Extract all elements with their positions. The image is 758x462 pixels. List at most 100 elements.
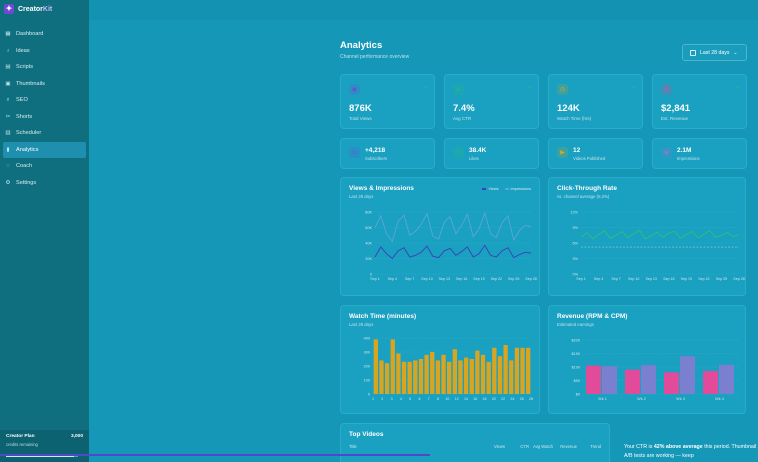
column-header[interactable]: Title (349, 444, 357, 449)
image-icon: ▣ (5, 80, 11, 87)
x-tick-label: Wk 2 (637, 397, 646, 401)
chat-icon: ◌ (6, 163, 10, 170)
x-tick-label: Sep 7 (611, 277, 620, 281)
stat-card: ◉ 2.1M Impressions (652, 138, 747, 169)
stat-label: Subscribers (365, 156, 388, 161)
plan-sub: credits remaining (6, 442, 38, 447)
sidebar-item-shorts[interactable]: ✂ Shorts (0, 109, 89, 126)
top-videos-card: Top Videos Title Views CTR Avg Watch Revenue… (340, 423, 610, 462)
ctr-chart-subtitle: vs. channel average (5.2%) (557, 194, 610, 199)
x-tick-label: Sep 1 (370, 277, 379, 281)
column-header[interactable]: Revenue (560, 444, 577, 449)
date-range-label: Last 28 days (700, 49, 730, 56)
bar (407, 361, 412, 394)
y-tick-label: $100 (572, 365, 580, 369)
x-tick-label: Sep 28 (525, 277, 536, 281)
revenue-chart-card: Revenue (RPM & CPM) Estimated earnings $… (548, 305, 746, 414)
x-tick-label: 3 (391, 397, 393, 401)
y-tick-label: 200 (364, 364, 370, 368)
sidebar: ✦ CreatorKit ▦ Dashboard ♁ Ideas ▤ Scripts ▣ Th… (0, 0, 89, 462)
column-header[interactable]: Trend (590, 444, 601, 449)
bar-cpm (719, 364, 734, 394)
kpi-label: Watch Time (hrs) (557, 116, 592, 121)
revenue-chart: $0 $50 $100 $150 $200 Wk 1 Wk 2 Wk 3 Wk 4 (572, 338, 739, 401)
revenue-chart-title: Revenue (RPM & CPM) (557, 313, 628, 320)
sidebar-item-analytics[interactable]: ▮ Analytics (3, 141, 86, 158)
page-subtitle: Channel performance overview (340, 54, 410, 60)
search-icon: ⌕ (6, 96, 10, 103)
heart-icon: ♡ (453, 147, 464, 158)
legend-impressions: Impressions (504, 187, 531, 191)
y-tick-label: 100 (364, 378, 370, 382)
sidebar-item-settings[interactable]: ⚙ Settings (0, 175, 89, 192)
sidebar-item-seo[interactable]: ⌕ SEO (0, 92, 89, 109)
x-tick-label: Sep 22 (698, 277, 709, 281)
x-tick-label: 2 (381, 397, 383, 401)
gear-icon: ⚙ (5, 179, 11, 186)
bar (492, 347, 497, 394)
column-header[interactable]: Views (493, 444, 505, 449)
column-header[interactable]: Avg Watch (532, 444, 553, 449)
x-tick-label: Sep 10 (628, 277, 639, 281)
x-tick-label: 28 (529, 397, 533, 401)
x-tick-label: Sep 16 (456, 277, 467, 281)
y-tick-label: 300 (364, 350, 370, 354)
sidebar-item-coach[interactable]: ◌ Coach (0, 158, 89, 175)
bar (373, 339, 378, 394)
logo[interactable]: ✦ CreatorKit (0, 0, 89, 18)
stat-label: Likes (469, 156, 479, 161)
kpi-card: ◉ ↗ 876K Total Views (340, 74, 435, 129)
column-header[interactable]: CTR (520, 444, 529, 449)
x-tick-label: Wk 3 (676, 397, 685, 401)
plan-progress (6, 455, 78, 457)
bar (390, 339, 395, 394)
bar (418, 359, 424, 394)
bar (379, 360, 384, 394)
x-tick-label: 1 (372, 397, 374, 401)
bar-rpm (586, 365, 601, 394)
sidebar-item-thumbnails[interactable]: ▣ Thumbnails (0, 76, 89, 93)
bar (441, 354, 446, 394)
y-tick-label: 3% (573, 257, 579, 261)
x-tick-label: Sep 25 (716, 277, 727, 281)
date-range-button[interactable]: Last 28 days ⌄ (682, 44, 747, 61)
top-videos-header: Title Views CTR Avg Watch Revenue Trend (349, 444, 601, 449)
kpi-value: $2,841 (661, 103, 691, 114)
insight-banner: Your CTR is 42% above average this perio… (624, 444, 757, 459)
views-chart-card: Views & Impressions Last 28 days Views I… (340, 177, 540, 296)
sidebar-item-ideas[interactable]: ♁ Ideas (0, 43, 89, 60)
sidebar-item-label: Shorts (16, 113, 33, 120)
series-line-views (374, 244, 532, 260)
sidebar-item-dashboard[interactable]: ▦ Dashboard (0, 26, 89, 43)
kpi-label: Est. Revenue (661, 116, 689, 121)
y-tick-label: 0% (573, 272, 579, 276)
y-tick-label: 40K (365, 241, 372, 245)
bar-chart-icon: ▮ (6, 146, 10, 153)
x-tick-label: Sep 7 (405, 277, 414, 281)
y-tick-label: $200 (572, 338, 580, 342)
trend-up-icon: ↗ (422, 85, 427, 91)
kpi-label: Total Views (349, 116, 372, 121)
bar (384, 363, 390, 394)
x-tick-label: 12 (455, 397, 459, 401)
stat-card: ♡ 38.4K Likes (444, 138, 539, 169)
bar (503, 345, 508, 394)
plan-credits: 3,000 (70, 434, 83, 439)
stat-label: Videos Published (573, 156, 606, 161)
y-tick-label: 12% (570, 210, 578, 214)
y-tick-label: 80K (365, 210, 372, 214)
x-tick-label: 4 (400, 397, 402, 401)
bar (520, 347, 525, 394)
sidebar-item-scripts[interactable]: ▤ Scripts (0, 59, 89, 76)
document-icon: ▤ (5, 64, 11, 71)
stat-label: Impressions (677, 156, 700, 161)
dollar-icon: $ (661, 84, 672, 95)
lightbulb-icon: ♁ (5, 47, 11, 54)
kpi-value: 124K (557, 103, 580, 114)
sidebar-item-scheduler[interactable]: ▥ Scheduler (0, 125, 89, 142)
y-tick-label: $50 (574, 379, 580, 383)
kpi-label: Avg CTR (453, 116, 472, 121)
kpi-card: ◷ ↗ 124K Watch Time (hrs) (548, 74, 643, 129)
stat-value: +4,218 (365, 147, 386, 154)
